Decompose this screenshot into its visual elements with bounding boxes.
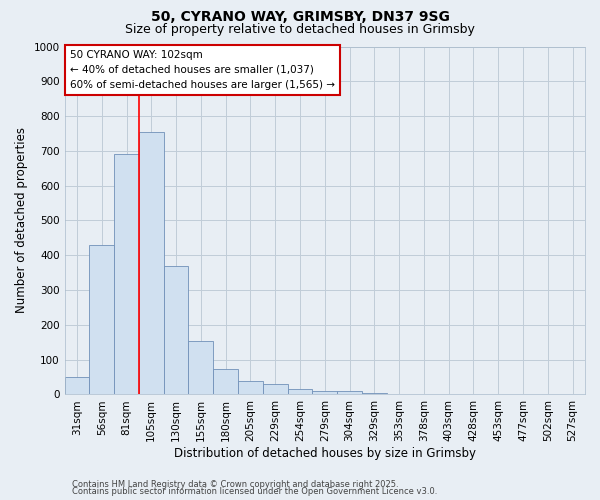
Bar [65,377,89,394]
Bar [238,381,263,394]
Bar [164,266,188,394]
Text: Contains HM Land Registry data © Crown copyright and database right 2025.: Contains HM Land Registry data © Crown c… [72,480,398,489]
Text: 50 CYRANO WAY: 102sqm
← 40% of detached houses are smaller (1,037)
60% of semi-d: 50 CYRANO WAY: 102sqm ← 40% of detached … [70,50,335,90]
Bar [313,391,337,394]
Bar [114,154,139,394]
X-axis label: Distribution of detached houses by size in Grimsby: Distribution of detached houses by size … [174,447,476,460]
Bar [213,369,238,394]
Text: 50, CYRANO WAY, GRIMSBY, DN37 9SG: 50, CYRANO WAY, GRIMSBY, DN37 9SG [151,10,449,24]
Text: Size of property relative to detached houses in Grimsby: Size of property relative to detached ho… [125,22,475,36]
Bar [139,132,164,394]
Y-axis label: Number of detached properties: Number of detached properties [15,128,28,314]
Bar [188,340,213,394]
Bar [89,245,114,394]
Bar [337,391,362,394]
Bar [287,389,313,394]
Text: Contains public sector information licensed under the Open Government Licence v3: Contains public sector information licen… [72,488,437,496]
Bar [263,384,287,394]
